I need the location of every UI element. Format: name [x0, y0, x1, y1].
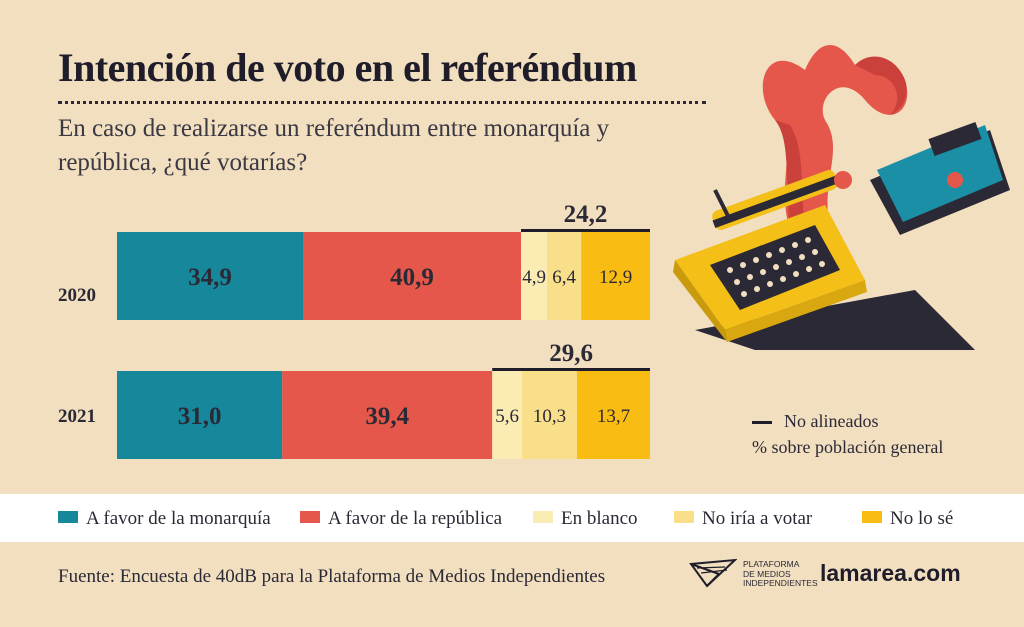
legend-swatch-no-iria: [674, 511, 694, 523]
bar-label-2020-en-blanco: 4,9: [522, 267, 546, 288]
bar-2020-a-favor-de-la-republica: [303, 232, 522, 320]
bar-2021-en-blanco: [492, 371, 523, 459]
legend-label-republica: A favor de la república: [328, 508, 503, 529]
brand-logo: lamarea.com: [820, 560, 961, 586]
legend-label-monarquia: A favor de la monarquía: [86, 508, 271, 529]
year-label-2020: 2020: [58, 285, 96, 306]
percent-note: % sobre población general: [752, 437, 944, 457]
bar-label-2021-no-lo-se: 13,7: [597, 406, 630, 427]
pmi-line-2: DE MEDIOS: [743, 568, 791, 579]
pmi-line-3: INDEPENDIENTES: [743, 578, 818, 588]
pmi-line-1: PLATAFORMA: [743, 559, 800, 569]
legend-swatch-no-lo-se: [862, 511, 882, 523]
legend: A favor de la monarquía A favor de la re…: [0, 494, 1024, 542]
typewriter-illustration: [673, 45, 1010, 350]
no-alineados-dash: [752, 421, 772, 425]
legend-item-no-lo-se: No lo sé: [862, 508, 953, 530]
no-alineados-total-2021: 29,6: [549, 340, 593, 367]
year-label-2021: 2021: [58, 406, 96, 427]
bar-label-2020-no-lo-se: 12,9: [599, 267, 632, 288]
bar-2020-a-favor-de-la-monarquia: [117, 232, 304, 320]
bar-label-2021-a-favor-de-la-monarquia: 31,0: [178, 403, 222, 430]
bar-2020-no-iria-a-votar: [547, 232, 582, 320]
bar-2020-en-blanco: [521, 232, 548, 320]
legend-label-no-lo-se: No lo sé: [890, 508, 954, 529]
bar-label-2020-no-iria-a-votar: 6,4: [552, 267, 576, 288]
bar-label-2021-a-favor-de-la-republica: 39,4: [365, 403, 409, 430]
legend-item-en-blanco: En blanco: [533, 508, 638, 530]
bar-label-2021-no-iria-a-votar: 10,3: [533, 406, 566, 427]
legend-swatch-monarquia: [58, 511, 78, 523]
paper-plane-icon: [689, 558, 737, 588]
no-alineados-note: No alineados: [752, 411, 878, 432]
title-divider: [58, 101, 706, 104]
bar-2021-a-favor-de-la-monarquia: [117, 371, 283, 459]
no-alineados-text: No alineados: [784, 411, 879, 431]
source-note: Fuente: Encuesta de 40dB para la Platafo…: [58, 566, 606, 587]
bar-label-2020-a-favor-de-la-monarquia: 34,9: [188, 264, 232, 291]
chart-title: Intención de voto en el referéndum: [58, 45, 637, 90]
legend-item-republica: A favor de la república: [300, 508, 502, 530]
legend-item-monarquia: A favor de la monarquía: [58, 508, 271, 530]
bar-2020-no-lo-se: [581, 232, 650, 320]
bar-label-2021-en-blanco: 5,6: [495, 406, 519, 427]
bar-2021-a-favor-de-la-republica: [282, 371, 493, 459]
legend-label-no-iria: No iría a votar: [702, 508, 813, 529]
legend-swatch-republica: [300, 511, 320, 523]
pmi-logo-text: PLATAFORMA DE MEDIOS INDEPENDIENTES: [743, 559, 818, 589]
legend-label-en-blanco: En blanco: [561, 508, 638, 529]
no-alineados-total-2020: 24,2: [564, 201, 608, 228]
legend-item-no-iria: No iría a votar: [674, 508, 812, 530]
chart-subtitle: En caso de realizarse un referéndum entr…: [58, 115, 610, 176]
bar-label-2020-a-favor-de-la-republica: 40,9: [390, 264, 434, 291]
bar-2021-no-lo-se: [576, 371, 650, 459]
bar-2021-no-iria-a-votar: [522, 371, 577, 459]
legend-swatch-en-blanco: [533, 511, 553, 523]
